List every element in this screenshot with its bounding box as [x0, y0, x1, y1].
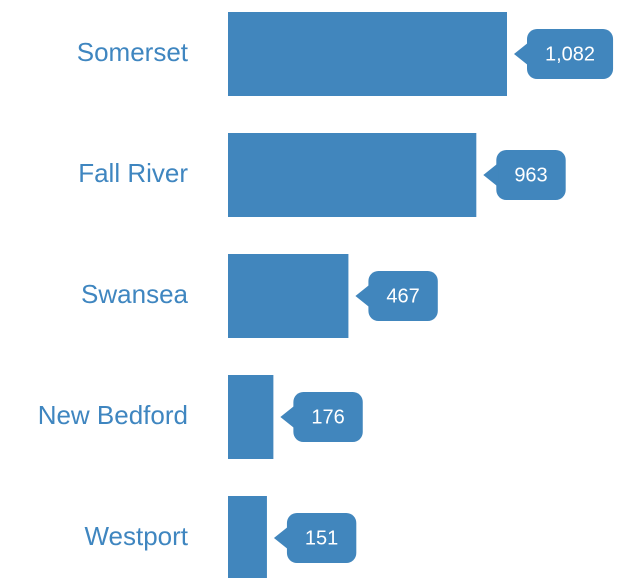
category-label: Westport	[84, 521, 188, 551]
callout-box	[368, 271, 438, 321]
bar	[228, 496, 267, 578]
bar	[228, 133, 477, 217]
bar	[228, 254, 349, 338]
callout-pointer	[355, 284, 371, 308]
category-label: New Bedford	[38, 400, 188, 430]
callout-box	[527, 29, 614, 79]
value-label: 963	[514, 164, 547, 186]
value-label: 1,082	[545, 43, 595, 65]
category-label: Somerset	[77, 37, 189, 67]
callout-pointer	[483, 163, 499, 187]
callout-pointer	[280, 405, 296, 429]
callout-box	[293, 392, 363, 442]
bar	[228, 12, 507, 96]
callout-pointer	[273, 526, 289, 550]
value-label: 176	[311, 406, 344, 428]
category-label: Fall River	[78, 158, 188, 188]
callout-pointer	[514, 42, 529, 66]
callout-box	[286, 513, 357, 563]
value-label: 467	[386, 285, 419, 307]
category-label: Swansea	[81, 279, 188, 309]
value-label: 151	[305, 527, 338, 549]
callout-box	[496, 150, 566, 200]
bar	[228, 375, 274, 459]
